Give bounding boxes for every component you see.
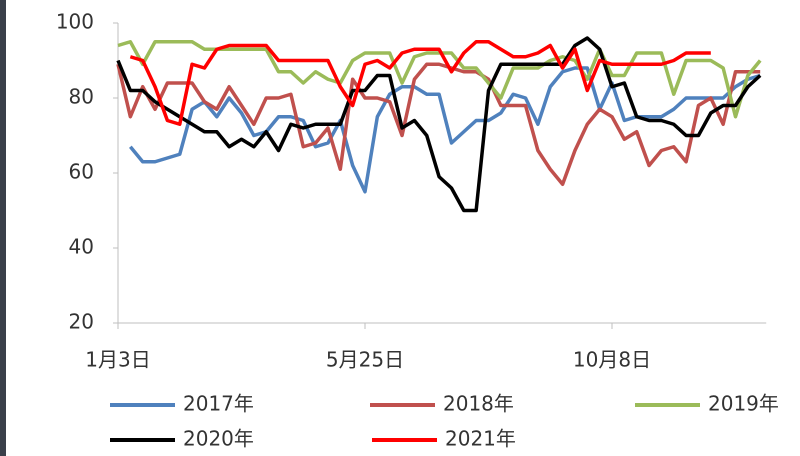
legend-label: 2019年 (708, 392, 779, 416)
left-edge (0, 0, 6, 456)
series-line (117, 40, 762, 119)
y-tick-label: 100 (56, 10, 94, 34)
series-line (129, 40, 711, 126)
series-line (128, 66, 761, 194)
y-tick-label: 40 (69, 235, 94, 259)
x-tick-label: 5月25日 (326, 348, 404, 372)
y-tick-label: 60 (69, 160, 94, 184)
legend-label: 2017年 (183, 392, 254, 416)
legend-label: 2020年 (183, 427, 254, 451)
legend-label: 2018年 (443, 392, 514, 416)
x-tick-label: 1月3日 (85, 348, 150, 372)
series-line (116, 62, 761, 186)
y-tick-label: 80 (69, 85, 94, 109)
x-tick-label: 10月8日 (573, 348, 651, 372)
y-tick-label: 20 (69, 310, 94, 334)
series-line (116, 36, 762, 213)
legend-label: 2021年 (445, 427, 516, 451)
